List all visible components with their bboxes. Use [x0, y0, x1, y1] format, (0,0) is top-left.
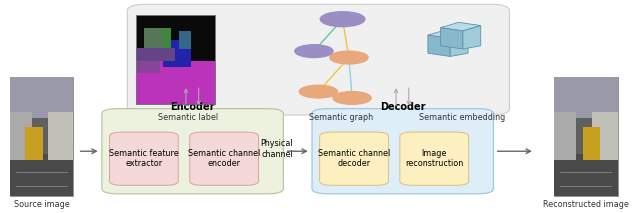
Bar: [143, 28, 163, 51]
Text: Semantic embedding: Semantic embedding: [419, 113, 505, 122]
Text: Semantic feature
extractor: Semantic feature extractor: [109, 149, 179, 168]
Text: Image
reconstruction: Image reconstruction: [405, 149, 463, 168]
Bar: [179, 31, 191, 49]
Text: Semantic channel
decoder: Semantic channel decoder: [318, 149, 390, 168]
Polygon shape: [440, 28, 463, 49]
Text: Reconstructed image: Reconstructed image: [543, 200, 628, 209]
Circle shape: [330, 51, 368, 64]
Bar: [554, 77, 618, 118]
FancyBboxPatch shape: [102, 109, 284, 194]
Circle shape: [300, 85, 337, 98]
FancyBboxPatch shape: [400, 132, 468, 185]
Bar: [582, 127, 600, 160]
Circle shape: [320, 12, 365, 27]
Bar: [10, 154, 73, 196]
Bar: [10, 77, 73, 118]
Bar: [136, 61, 215, 104]
Bar: [554, 154, 618, 196]
Bar: [163, 40, 191, 67]
Bar: [554, 112, 576, 160]
FancyBboxPatch shape: [312, 109, 493, 194]
Text: Semantic graph: Semantic graph: [308, 113, 372, 122]
FancyBboxPatch shape: [127, 4, 509, 115]
Bar: [156, 28, 172, 55]
Bar: [10, 77, 73, 196]
FancyBboxPatch shape: [109, 132, 179, 185]
Polygon shape: [463, 26, 481, 49]
Polygon shape: [428, 35, 450, 56]
FancyBboxPatch shape: [319, 132, 388, 185]
Text: Source image: Source image: [13, 200, 69, 209]
Bar: [48, 112, 73, 160]
Bar: [136, 15, 215, 104]
Text: Semantic label: Semantic label: [158, 113, 218, 122]
Text: Physical
channel: Physical channel: [260, 139, 293, 159]
Polygon shape: [450, 33, 468, 56]
Bar: [136, 51, 159, 73]
Circle shape: [295, 45, 333, 58]
Bar: [136, 15, 215, 104]
Bar: [136, 48, 175, 61]
Bar: [554, 77, 618, 196]
Circle shape: [333, 92, 371, 104]
Polygon shape: [428, 30, 468, 38]
Text: Decoder: Decoder: [380, 102, 425, 112]
FancyBboxPatch shape: [189, 132, 259, 185]
Polygon shape: [440, 22, 481, 31]
Text: Encoder: Encoder: [170, 102, 214, 112]
Bar: [10, 112, 32, 160]
Bar: [26, 127, 44, 160]
Text: Semantic channel
encoder: Semantic channel encoder: [188, 149, 260, 168]
Bar: [592, 112, 618, 160]
